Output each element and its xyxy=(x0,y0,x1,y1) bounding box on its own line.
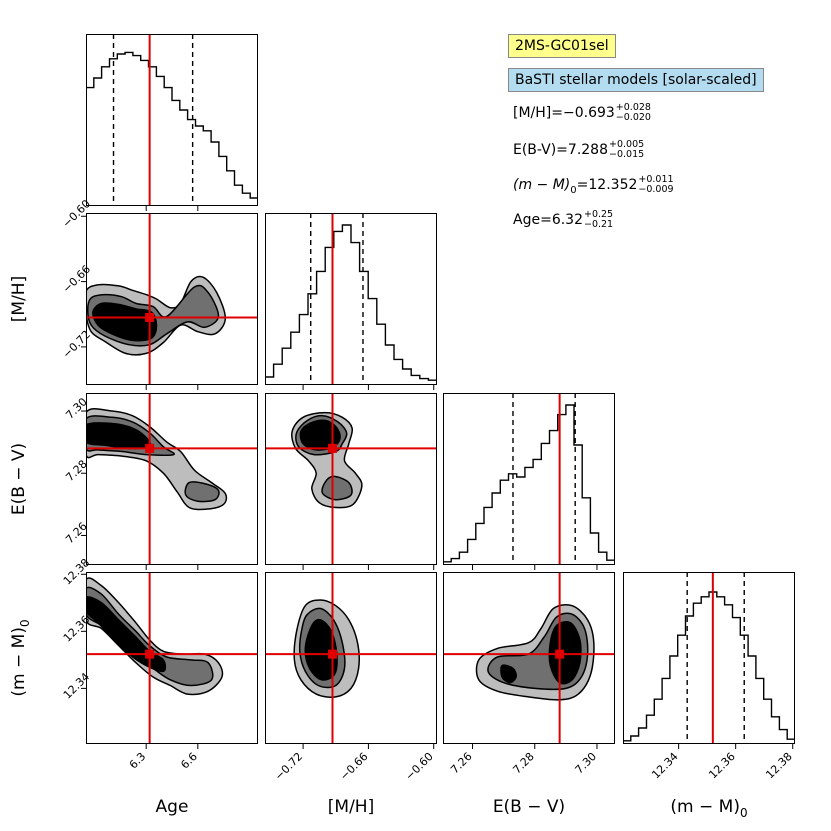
model-name-badge: BaSTI stellar models [solar-scaled] xyxy=(508,68,764,92)
contour-inner-dm-ebv xyxy=(548,621,582,685)
panel-ebv-vs-mh xyxy=(265,393,437,570)
truth-point xyxy=(145,649,155,659)
result-age: Age=6.32 +0.25 −0.21 xyxy=(513,210,613,230)
panel-frame xyxy=(443,572,615,744)
result-plus: +0.25 xyxy=(583,209,614,220)
panel-frame xyxy=(86,213,258,385)
result-name: E(B-V)= xyxy=(513,142,568,158)
field-name-badge: 2MS-GC01sel xyxy=(508,34,616,58)
x-axis-label-age: Age xyxy=(156,797,189,817)
x-tick-label-age: 6.6 xyxy=(178,750,200,772)
result-value: 7.288 xyxy=(567,142,609,158)
y-axis-label-subscript: 0 xyxy=(18,619,32,627)
result-errors: +0.005 −0.015 xyxy=(609,140,644,160)
panel-dm-vs-ebv: 7.26 7.28 7.30 xyxy=(443,572,615,776)
x-axis-label-ebv: E(B − V) xyxy=(493,797,565,817)
x-tick-label-dm: 12.36 xyxy=(706,750,737,781)
panel-frame xyxy=(86,34,258,206)
result-distance-modulus: (m − M)0=12.352 +0.011 −0.009 xyxy=(513,175,674,197)
result-value: 12.352 xyxy=(588,177,638,193)
panel-ebv-vs-ebv xyxy=(443,393,615,570)
y-tick-label-ebv: 7.30 xyxy=(63,395,90,422)
x-axis-label-mh: [M/H] xyxy=(328,797,374,817)
y-tick-label-mh: −0.72 xyxy=(60,328,93,361)
result-errors: +0.011 −0.009 xyxy=(638,175,673,195)
histogram-age xyxy=(86,51,258,199)
y-tick-label-dm: 12.36 xyxy=(61,613,92,644)
histogram-mh xyxy=(265,224,437,381)
result-value: 6.32 xyxy=(551,212,583,228)
result-metallicity: [M/H]=−0.693 +0.028 −0.020 xyxy=(513,103,651,123)
contour-inner-dm-age xyxy=(86,596,167,673)
x-tick-label-dm: 12.34 xyxy=(649,750,680,781)
truth-point xyxy=(145,443,155,453)
y-tick-label-ebv: 7.26 xyxy=(63,520,90,547)
panel-frame xyxy=(265,393,437,565)
histogram-ebv xyxy=(443,404,615,563)
x-tick-label-mh: −0.72 xyxy=(272,750,305,783)
x-tick-label-ebv: 7.30 xyxy=(573,750,600,777)
x-tick-label-ebv: 7.28 xyxy=(510,750,537,777)
x-tick-label-age: 6.3 xyxy=(127,750,149,772)
result-name-tail: = xyxy=(576,177,589,193)
panel-frame xyxy=(623,572,795,744)
result-value: −0.693 xyxy=(562,105,615,121)
result-name: [M/H]= xyxy=(513,105,563,121)
panel-mh-vs-mh xyxy=(265,213,437,390)
result-minus: −0.015 xyxy=(609,149,645,160)
result-reddening: E(B-V)=7.288 +0.005 −0.015 xyxy=(513,140,644,160)
contour-inner-mh-age xyxy=(92,302,158,342)
x-tick-label-ebv: 7.26 xyxy=(448,750,475,777)
result-name: (m − M) xyxy=(513,177,571,193)
x-axis-label-subscript: 0 xyxy=(740,806,748,820)
x-tick-label-dm: 12.38 xyxy=(763,750,794,781)
y-tick-label-dm: 12.34 xyxy=(61,670,92,701)
panel-dm-vs-dm: 12.34 12.36 12.38 xyxy=(623,572,795,781)
histogram-dm xyxy=(623,591,795,742)
model-name-text: BaSTI stellar models [solar-scaled] xyxy=(515,72,757,88)
contour-middle-ebv-mh xyxy=(321,475,353,501)
y-axis-label-ebv: E(B − V) xyxy=(9,443,29,515)
y-axis-label-mh: [M/H] xyxy=(9,276,29,322)
contour-inner-dm-ebv xyxy=(500,664,517,684)
panel-frame xyxy=(86,572,258,744)
result-name-sub: 0 xyxy=(570,185,577,196)
panel-age-vs-age xyxy=(86,34,258,211)
panel-ebv-vs-age: 7.26 7.28 7.30 xyxy=(63,393,258,570)
result-errors: +0.028 −0.020 xyxy=(616,103,651,123)
panel-dm-vs-mh: −0.72 −0.66 −0.60 xyxy=(265,572,437,783)
result-minus: −0.009 xyxy=(638,184,674,195)
panel-frame xyxy=(86,393,258,565)
result-plus: +0.028 xyxy=(615,102,651,113)
result-plus: +0.005 xyxy=(609,139,645,150)
result-minus: −0.21 xyxy=(583,219,614,230)
x-tick-label-mh: −0.60 xyxy=(403,750,436,783)
result-name: Age= xyxy=(513,212,552,228)
result-errors: +0.25 −0.21 xyxy=(584,210,613,230)
truth-point xyxy=(555,649,565,659)
truth-point xyxy=(327,443,337,453)
result-plus: +0.011 xyxy=(638,174,674,185)
y-tick-label-ebv: 7.28 xyxy=(63,457,90,484)
truth-point xyxy=(327,649,337,659)
panel-mh-vs-age: −0.72−0.66−0.60 xyxy=(60,197,258,390)
y-axis-label-dm: (m − M)0 xyxy=(9,619,32,696)
result-minus: −0.020 xyxy=(615,112,651,123)
truth-point xyxy=(145,313,155,323)
panel-frame xyxy=(265,213,437,385)
field-name-text: 2MS-GC01sel xyxy=(515,38,609,54)
panel-frame xyxy=(443,393,615,565)
panel-frame xyxy=(265,572,437,744)
contour-inner-ebv-mh xyxy=(299,419,341,451)
contour-middle-ebv-age xyxy=(184,481,220,503)
x-axis-label-dm: (m − M)0 xyxy=(670,797,747,820)
x-tick-label-mh: −0.66 xyxy=(337,750,370,783)
